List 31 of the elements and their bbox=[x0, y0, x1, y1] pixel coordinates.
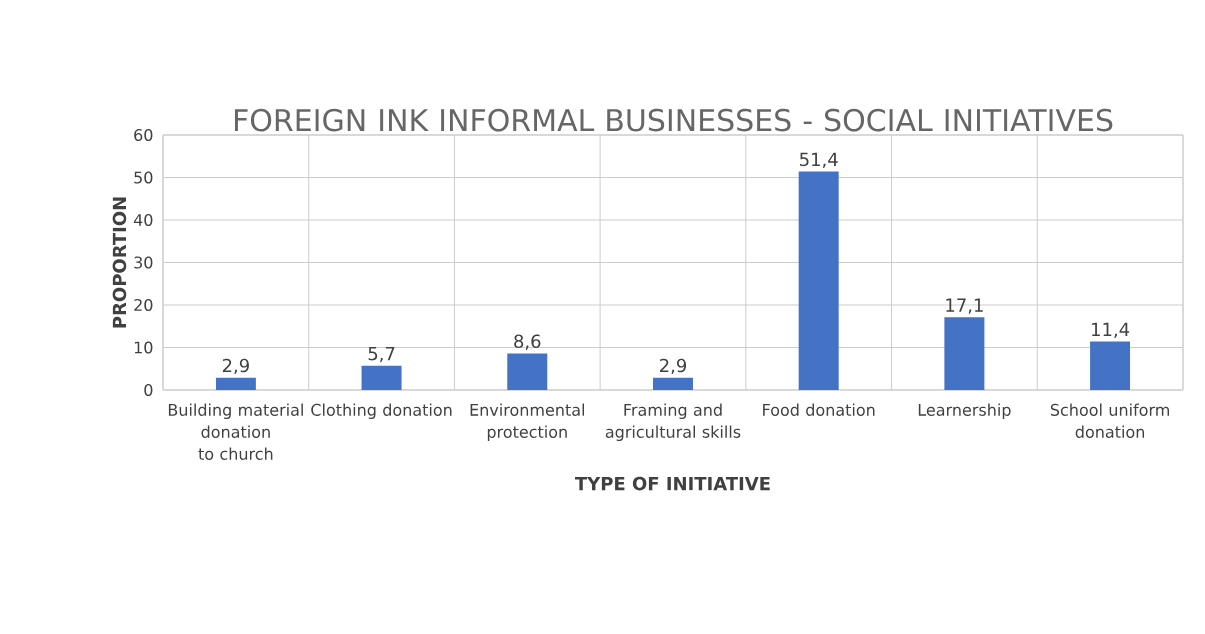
y-tick-label: 20 bbox=[134, 298, 153, 312]
x-axis-title: TYPE OF INITIATIVE bbox=[575, 476, 770, 491]
x-tick-label: Framing and agricultural skills bbox=[605, 403, 741, 441]
data-label: 17,1 bbox=[946, 298, 983, 314]
data-label: 2,9 bbox=[222, 358, 249, 375]
chart-title: FOREIGN INK INFORMAL BUSINESSES - SOCIAL INITIATIVES bbox=[234, 108, 1113, 132]
x-tick-label: Food donation bbox=[763, 403, 875, 416]
x-tick-label: Learnership bbox=[918, 403, 1011, 419]
y-tick-label: 10 bbox=[134, 341, 153, 354]
x-tick-label: School uniform donation bbox=[1050, 403, 1169, 438]
bar bbox=[1090, 341, 1131, 390]
data-label: 5,7 bbox=[368, 347, 395, 363]
bar bbox=[798, 171, 839, 390]
data-label: 11,4 bbox=[1092, 322, 1130, 338]
x-tick-label: Clothing donation bbox=[311, 403, 452, 419]
y-axis-title: PROPORTION bbox=[112, 197, 127, 328]
data-label: 51,4 bbox=[800, 152, 838, 169]
y-tick-label: 40 bbox=[133, 213, 153, 227]
y-tick-label: 0 bbox=[144, 383, 153, 397]
bar bbox=[361, 365, 402, 390]
data-label: 8,6 bbox=[514, 334, 541, 350]
bar bbox=[944, 317, 985, 390]
data-label: 2,9 bbox=[659, 358, 687, 375]
x-tick-label: Building material donation to church bbox=[168, 403, 303, 460]
x-tick-label: Environmental protection bbox=[470, 403, 585, 441]
bar bbox=[652, 377, 693, 390]
y-tick-label: 60 bbox=[134, 128, 153, 142]
y-tick-label: 50 bbox=[134, 171, 153, 184]
bar bbox=[215, 377, 256, 390]
y-tick-label: 30 bbox=[134, 256, 153, 269]
bar bbox=[507, 353, 548, 390]
